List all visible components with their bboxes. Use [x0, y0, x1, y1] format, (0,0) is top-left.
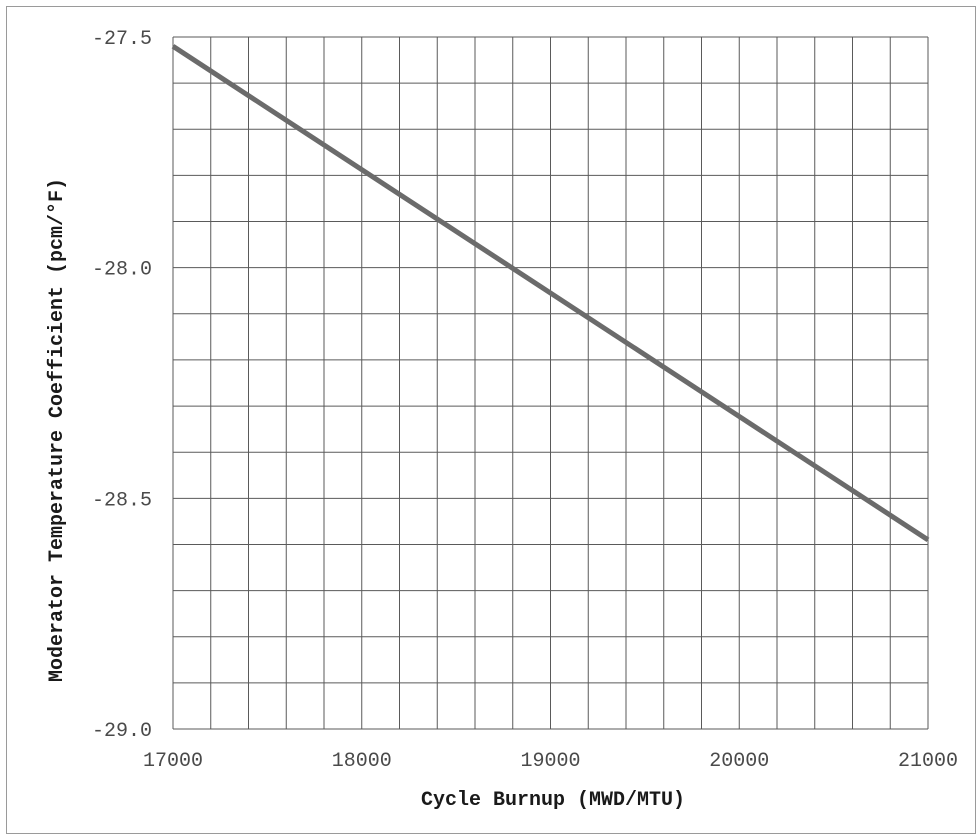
x-tick-label: 20000 [709, 750, 769, 773]
x-tick-label: 17000 [143, 750, 203, 773]
series-layer [171, 44, 930, 542]
grid [172, 36, 929, 730]
x-tick-label: 21000 [898, 750, 958, 773]
x-axis-label: Cycle Burnup (MWD/MTU) [421, 789, 685, 812]
y-axis-label: Moderator Temperature Coefficient (pcm/°… [46, 178, 69, 682]
series-line [171, 44, 930, 542]
y-tick-label: -29.0 [92, 720, 152, 743]
y-tick-label: -28.0 [92, 259, 152, 282]
chart-frame [6, 6, 976, 834]
x-tick-label: 18000 [332, 750, 392, 773]
tick-labels: 17000 18000 19000 20000 21000 -27.5 -28.0 -28.5… [92, 28, 958, 773]
x-tick-label: 19000 [520, 750, 580, 773]
y-tick-label: -28.5 [92, 489, 152, 512]
y-tick-label: -27.5 [92, 28, 152, 51]
